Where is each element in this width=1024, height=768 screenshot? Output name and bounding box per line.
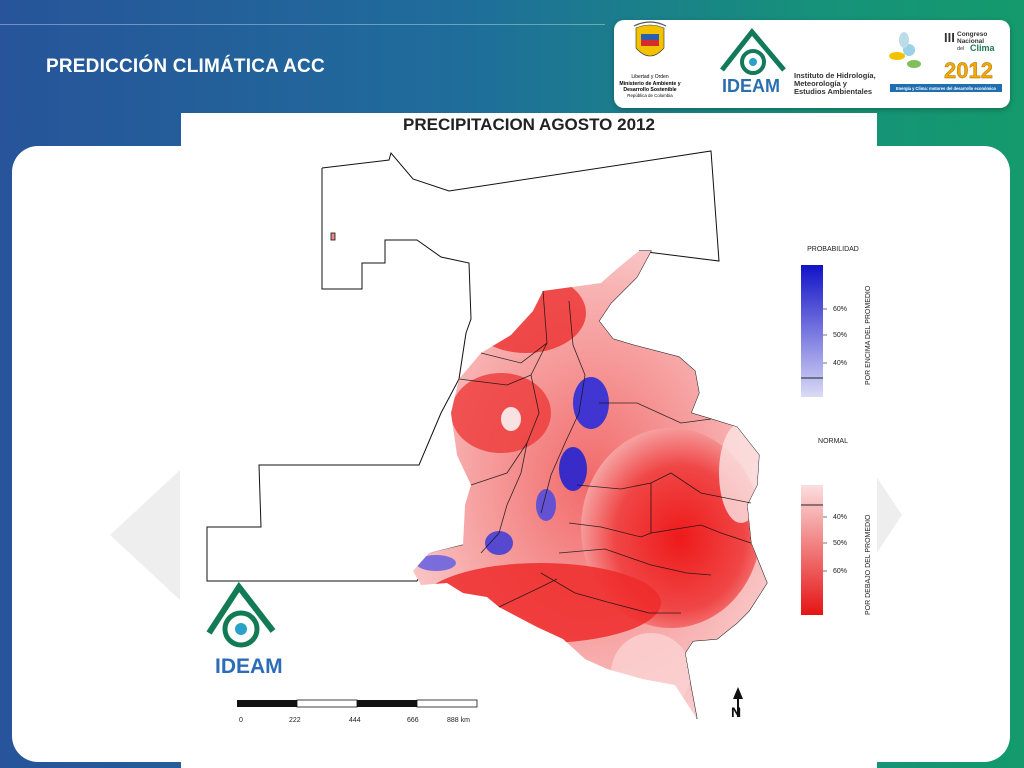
precipitation-field (413, 251, 767, 719)
congress-tagline: Energía y Clima: motores del desarrollo … (896, 86, 997, 91)
scale-label-4: 888 km (447, 717, 470, 724)
ideam-text2: Meteorología y (794, 79, 848, 88)
scale-label-2: 444 (349, 717, 361, 724)
map-title: PRECIPITACION AGOSTO 2012 (403, 115, 655, 134)
ideam-text3: Estudios Ambientales (794, 87, 872, 96)
scale-label-1: 222 (289, 717, 301, 724)
ideam-map-logo-icon (206, 581, 276, 648)
ministry-line4: República de Colombia (627, 93, 673, 98)
congress-line4: Clima (970, 43, 996, 53)
north-label: N (731, 704, 741, 720)
logo-bar: Libertad y Orden Ministerio de Ambiente … (614, 20, 1010, 108)
scale-label-0: 0 (239, 717, 243, 724)
scale-bar: 0 222 444 666 888 km (237, 699, 478, 724)
north-arrow-icon (733, 687, 743, 717)
legend-above-axis-label: POR ENCIMA DEL PROMEDIO (865, 285, 872, 385)
slide-title: PREDICCIÓN CLIMÁTICA ACC (46, 56, 325, 77)
ideam-map-logo-text: IDEAM (215, 655, 283, 678)
legend-below-tick-3: 60% (833, 568, 847, 575)
department-boundaries (458, 290, 752, 614)
left-arrow-decoration-icon (110, 470, 180, 600)
ideam-logo-icon (720, 28, 786, 75)
legend-above-tick-3: 40% (833, 360, 847, 367)
right-arrow-decoration-icon (872, 470, 902, 560)
ministry-line3: Desarrollo Sostenible (623, 87, 676, 93)
ministry-line2: Ministerio de Ambiente y (619, 81, 680, 87)
ministry-line1: Libertad y Orden (631, 74, 668, 80)
legend-normal-heading: NORMAL (818, 438, 848, 445)
legend-above-tick-1: 60% (833, 306, 847, 313)
congress-year: 2012 (944, 58, 993, 83)
legend-below-axis-label: POR DEBAJO DEL PROMEDIO (865, 514, 872, 615)
legend-above-tick-2: 50% (833, 332, 847, 339)
scale-label-3: 666 (407, 717, 419, 724)
congress-line1: Congreso (957, 31, 987, 38)
legend-below-tick-2: 50% (833, 540, 847, 547)
precipitation-map: PRECIPITACION AGOSTO 2012 (181, 113, 877, 768)
ideam-text1: Instituto de Hidrología, (794, 71, 876, 80)
legend-above-heading: PROBABILIDAD (807, 246, 859, 253)
colombia-crest-icon (633, 21, 667, 57)
legend-below: 40% 50% 60% POR DEBAJO DEL PROMEDIO (801, 485, 872, 615)
congress-line3: del (957, 46, 964, 52)
island-marker (330, 232, 336, 241)
congress-roman: III (944, 30, 955, 45)
congress-logo-icon (889, 32, 921, 68)
top-rule (0, 24, 605, 25)
legend-below-tick-1: 40% (833, 514, 847, 521)
ideam-name: IDEAM (722, 76, 780, 96)
congress-line2: Nacional (957, 38, 984, 45)
legend-above: PROBABILIDAD 60% 50% 40% POR ENCIMA DEL … (801, 246, 872, 397)
